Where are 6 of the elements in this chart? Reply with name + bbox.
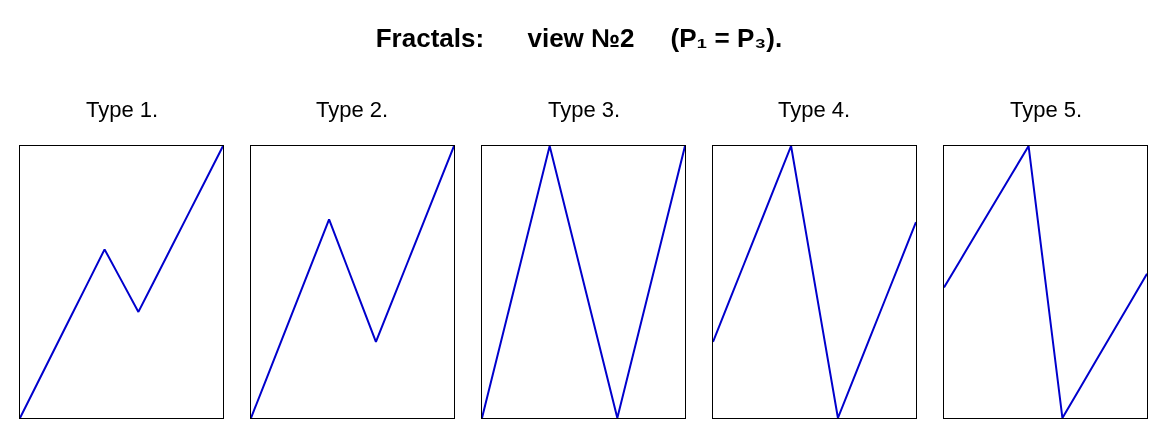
chart-title: Type 2. (316, 97, 389, 122)
chart-title: Type 1. (86, 97, 159, 122)
chart-title: Type 3. (548, 97, 621, 122)
chart-title: Type 4. (778, 97, 851, 122)
chart-title: Type 5. (1010, 97, 1083, 122)
text: Fractals: view №2 (P₁ = P₃). (375, 23, 783, 54)
